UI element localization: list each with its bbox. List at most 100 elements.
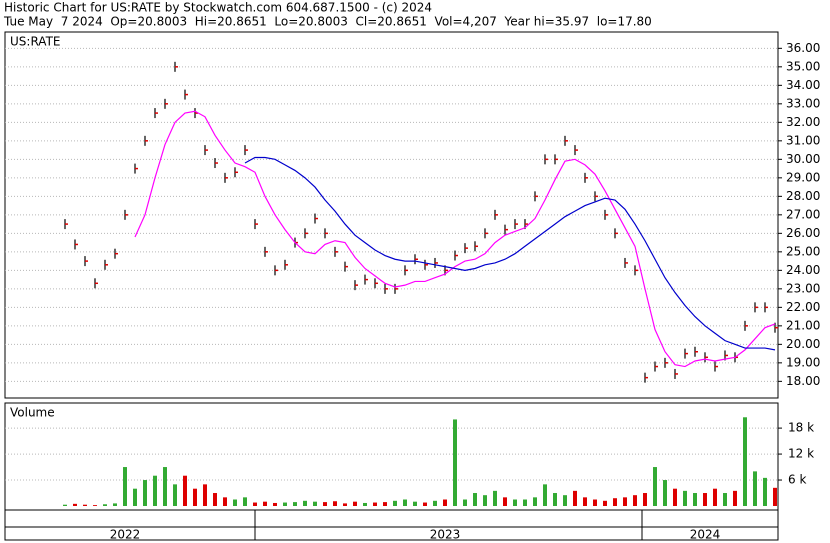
y-tick-label: 22.00	[786, 300, 820, 314]
volume-bar	[393, 500, 397, 506]
volume-bar	[373, 502, 377, 506]
volume-bar	[133, 488, 137, 506]
volume-bar	[723, 493, 727, 506]
volume-title: Volume	[10, 406, 55, 420]
y-tick-label: 18.00	[786, 374, 820, 388]
x-tick-label: 2024	[690, 528, 721, 542]
volume-bar	[583, 497, 587, 506]
volume-bar	[753, 471, 757, 506]
x-tick-label: 2023	[430, 528, 461, 542]
volume-bar	[403, 499, 407, 506]
volume-bar	[443, 499, 447, 506]
y-tick-label: 19.00	[786, 355, 820, 369]
volume-bar	[663, 480, 667, 506]
volume-bar	[683, 490, 687, 506]
volume-bar	[383, 502, 387, 506]
symbol-label: US:RATE	[10, 35, 60, 49]
volume-bar	[463, 499, 467, 506]
volume-bar	[343, 503, 347, 506]
y-tick-label: 21.00	[786, 318, 820, 332]
y-tick-label: 27.00	[786, 207, 820, 221]
y-tick-label: 23.00	[786, 281, 820, 295]
volume-bar	[123, 467, 127, 506]
moving-average	[244, 156, 776, 351]
volume-bar	[493, 490, 497, 506]
volume-bar	[523, 499, 527, 506]
volume-bar	[73, 503, 77, 506]
volume-bar	[713, 488, 717, 506]
y-tick-label: 32.00	[786, 115, 820, 129]
volume-bar	[413, 501, 417, 506]
volume-bar	[653, 467, 657, 506]
chart-title: Historic Chart for US:RATE by Stockwatch…	[4, 1, 432, 15]
volume-bar	[203, 484, 207, 506]
volume-bar	[233, 499, 237, 506]
volume-bar	[483, 495, 487, 506]
volume-bar	[293, 502, 297, 506]
volume-bar	[213, 493, 217, 506]
y-tick-label: 33.00	[786, 96, 820, 110]
y-tick-label: 20.00	[786, 337, 820, 351]
volume-bar	[553, 493, 557, 506]
volume-bar	[353, 501, 357, 506]
volume-bar	[543, 484, 547, 506]
volume-bar	[193, 488, 197, 506]
y-tick-label: 28.00	[786, 189, 820, 203]
volume-bar	[113, 503, 117, 506]
volume-bar	[93, 505, 97, 506]
volume-bar	[253, 502, 257, 506]
volume-bar	[633, 495, 637, 506]
volume-bar	[143, 480, 147, 506]
volume-bar	[263, 501, 267, 506]
y-tick-label: 35.00	[786, 59, 820, 73]
volume-bar	[763, 477, 767, 506]
volume-bar	[333, 501, 337, 506]
volume-bar	[533, 497, 537, 506]
volume-bar	[153, 475, 157, 506]
x-tick-label: 2022	[110, 528, 141, 542]
volume-bar	[733, 490, 737, 506]
y-tick-label: 36.00	[786, 41, 820, 55]
volume-bar	[323, 502, 327, 506]
volume-bar	[623, 497, 627, 506]
y-tick-label: 29.00	[786, 170, 820, 184]
volume-bar	[83, 504, 87, 506]
volume-bar	[573, 490, 577, 506]
y-tick-label: 34.00	[786, 78, 820, 92]
volume-bar	[243, 497, 247, 506]
volume-bar	[743, 417, 747, 506]
y-tick-label: 12 k	[788, 447, 814, 461]
volume-bar	[223, 497, 227, 506]
volume-bar	[773, 487, 777, 506]
volume-bar	[273, 502, 277, 506]
y-tick-label: 26.00	[786, 226, 820, 240]
volume-bar	[103, 504, 107, 506]
y-tick-label: 18 k	[788, 421, 814, 435]
volume-bar	[563, 495, 567, 506]
volume-bar	[453, 419, 457, 506]
volume-bar	[613, 498, 617, 506]
volume-bar	[503, 497, 507, 506]
y-tick-label: 31.00	[786, 133, 820, 147]
volume-bar	[513, 499, 517, 506]
volume-bar	[303, 500, 307, 506]
volume-bar	[173, 484, 177, 506]
volume-bar	[593, 499, 597, 506]
volume-bar	[693, 493, 697, 506]
date-axis	[4, 509, 779, 541]
volume-bar	[673, 488, 677, 506]
volume-bar	[643, 493, 647, 506]
volume-bar	[423, 502, 427, 506]
volume-bar	[183, 475, 187, 506]
y-tick-label: 6 k	[788, 473, 806, 487]
volume-bar	[163, 467, 167, 506]
chart-subtitle: Tue May 7 2024 Op=20.8003 Hi=20.8651 Lo=…	[3, 15, 652, 29]
volume-bar	[603, 500, 607, 506]
volume-bar	[703, 493, 707, 506]
volume-bar	[473, 493, 477, 506]
y-tick-label: 25.00	[786, 244, 820, 258]
y-tick-label: 30.00	[786, 152, 820, 166]
